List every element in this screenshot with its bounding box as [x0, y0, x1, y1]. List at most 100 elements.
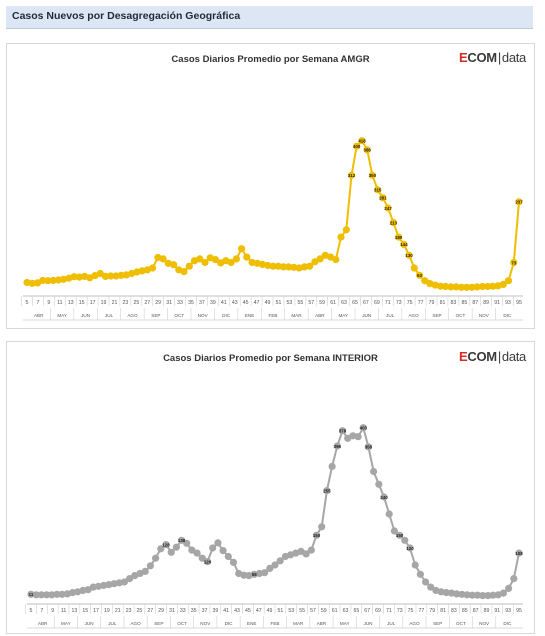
month-label: AGO: [408, 313, 419, 318]
month-label: FEB: [271, 621, 280, 626]
x-tick-label: 43: [234, 608, 240, 614]
x-tick-label: 79: [429, 300, 435, 306]
x-tick-label: 39: [210, 300, 216, 306]
data-point: [48, 591, 56, 599]
x-tick-label: 9: [47, 300, 50, 306]
ecomdata-logo: ECOM|data: [459, 349, 526, 364]
data-label: 130: [405, 253, 413, 258]
month-label: JUN: [81, 313, 90, 318]
chart-panel-amgr: Casos Diarios Promedio por Semana AMGR E…: [6, 43, 535, 329]
month-label: OCT: [177, 621, 187, 626]
x-tick-label: 85: [462, 608, 468, 614]
x-tick-label: 21: [115, 608, 121, 614]
data-point: [347, 171, 356, 179]
data-label: 237: [515, 200, 523, 205]
data-point: [473, 283, 481, 291]
data-label: 150: [396, 533, 404, 538]
month-label: DIC: [225, 621, 234, 626]
x-tick-label: 19: [104, 608, 110, 614]
data-label: 247: [384, 206, 392, 211]
data-point: [211, 256, 219, 264]
data-point: [209, 544, 217, 552]
x-tick-label: 93: [505, 300, 511, 306]
data-point: [229, 558, 238, 566]
data-point: [499, 280, 507, 288]
data-label: 11: [29, 592, 34, 597]
x-tick-label: 83: [451, 608, 457, 614]
data-label: 315: [374, 188, 382, 193]
month-label: SEP: [154, 621, 163, 626]
month-label: NOV: [479, 313, 490, 318]
data-point: [146, 562, 154, 570]
month-label: ABR: [317, 621, 327, 626]
data-point: [224, 552, 232, 561]
data-label: 213: [390, 220, 398, 225]
data-label: 58: [252, 572, 257, 577]
data-point: [422, 578, 430, 586]
data-point: [70, 273, 78, 281]
data-point: [227, 258, 235, 267]
month-label: JUN: [363, 621, 372, 626]
data-point: [219, 547, 227, 555]
month-label: DIC: [222, 313, 231, 318]
month-label: OCT: [456, 621, 466, 626]
data-point: [276, 557, 284, 565]
x-tick-label: 35: [188, 300, 194, 306]
data-point: [44, 277, 52, 285]
x-tick-label: 73: [397, 608, 403, 614]
month-label: OCT: [174, 313, 184, 318]
x-tick-label: 45: [245, 608, 251, 614]
chart-title-amgr: Casos Diarios Promedio por Semana AMGR: [171, 54, 370, 65]
month-label: MAR: [293, 621, 304, 626]
x-tick-label: 39: [212, 608, 218, 614]
x-tick-label: 69: [374, 300, 380, 306]
data-point: [53, 590, 61, 598]
series-line: [30, 426, 520, 597]
x-tick-label: 63: [343, 608, 349, 614]
data-point: [180, 268, 188, 276]
x-tick-label: 49: [265, 300, 271, 306]
data-point: [453, 590, 461, 598]
x-tick-label: 53: [287, 300, 293, 306]
data-label: 180: [395, 235, 403, 240]
x-tick-label: 53: [288, 608, 294, 614]
data-point: [458, 590, 466, 598]
month-label: SEP: [151, 313, 160, 318]
x-tick-label: 65: [352, 300, 358, 306]
x-tick-label: 47: [254, 300, 260, 306]
data-point: [274, 262, 282, 270]
data-point: [302, 550, 310, 558]
month-label: DIC: [503, 621, 512, 626]
data-point: [505, 584, 513, 592]
month-label: MAY: [57, 313, 67, 318]
data-point: [214, 539, 222, 547]
data-point: [406, 544, 414, 552]
data-point: [468, 591, 476, 599]
data-point: [39, 276, 47, 284]
x-tick-label: 89: [484, 608, 490, 614]
data-point: [436, 282, 445, 290]
data-label: 255: [323, 488, 331, 493]
data-point: [353, 142, 361, 150]
month-label: MAY: [338, 313, 348, 318]
data-point: [385, 510, 393, 518]
x-tick-label: 23: [123, 300, 129, 306]
month-label: ABR: [38, 621, 48, 626]
data-label: 150: [313, 533, 321, 538]
data-point: [318, 523, 326, 531]
data-point: [463, 283, 471, 291]
x-tick-label: 73: [396, 300, 402, 306]
x-tick-label: 45: [243, 300, 249, 306]
data-label: 396: [334, 444, 342, 449]
data-point: [463, 591, 471, 599]
data-point: [101, 272, 110, 280]
x-tick-label: 95: [516, 608, 522, 614]
data-point: [504, 277, 513, 285]
x-tick-label: 29: [155, 300, 161, 306]
data-point: [172, 543, 180, 551]
data-point: [149, 264, 157, 272]
month-label: MAR: [291, 313, 302, 318]
x-tick-label: 75: [408, 608, 414, 614]
month-label: MAY: [61, 621, 71, 626]
month-label: NOV: [479, 621, 490, 626]
